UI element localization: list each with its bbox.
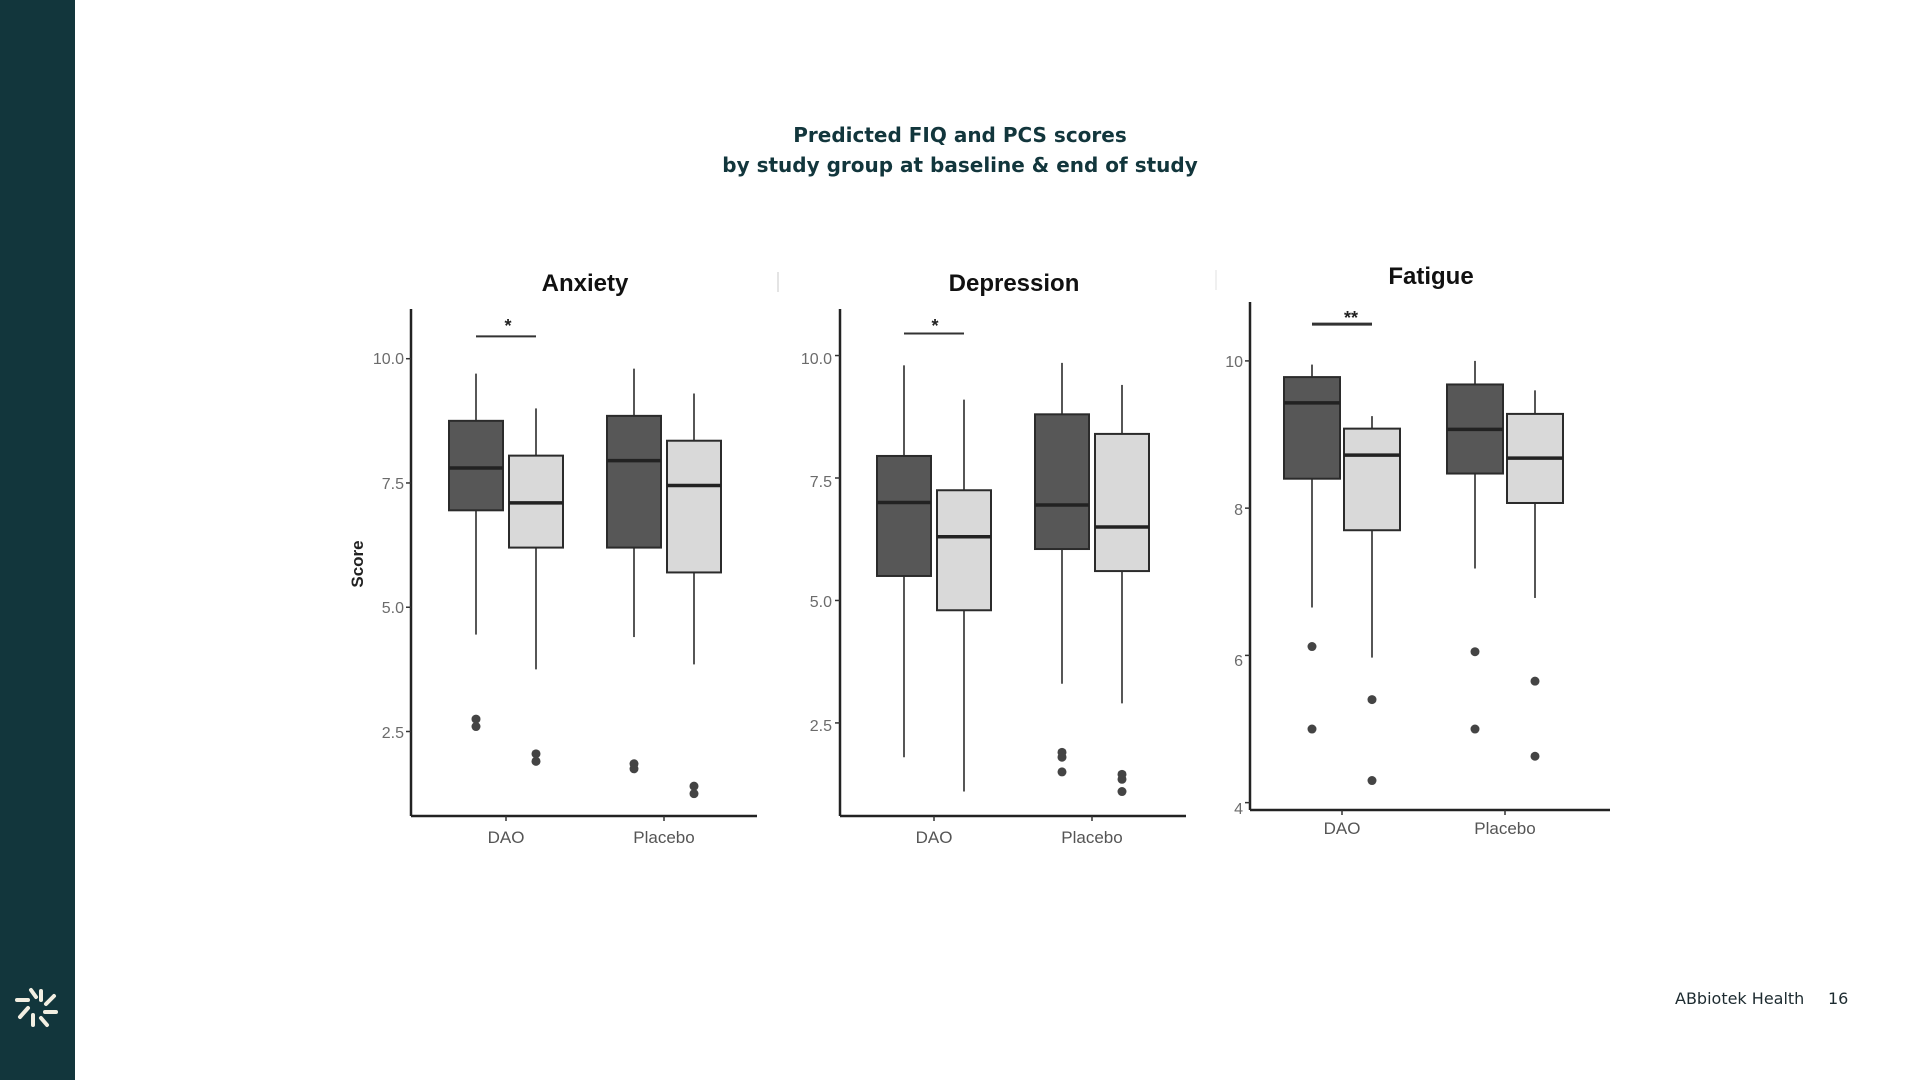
y-tick-label: 2.5 <box>382 725 404 742</box>
y-tick-label: 10.0 <box>373 351 404 368</box>
outlier-point <box>471 722 481 732</box>
depression-panel: Depression DAO Placebo 2.5 5.0 7.5 10.0 … <box>801 270 1186 847</box>
sidebar <box>0 0 75 1080</box>
slide-title-line2: by study group at baseline & end of stud… <box>722 153 1198 177</box>
outlier-point <box>1530 676 1540 686</box>
box-baseline <box>1283 376 1341 480</box>
y-tick-label: 5.0 <box>810 594 832 611</box>
outlier-point <box>629 764 639 774</box>
outlier-point <box>531 749 541 759</box>
y-tick-label: 8 <box>1234 502 1243 519</box>
slide-title: Predicted FIQ and PCS scores by study gr… <box>600 120 1320 180</box>
box-baseline <box>876 454 932 577</box>
outlier-point <box>1057 767 1067 777</box>
y-tick-label: 6 <box>1234 653 1243 670</box>
outlier-point <box>1367 776 1377 786</box>
outlier-point <box>1470 647 1480 657</box>
y-axis-label: Score <box>348 540 367 587</box>
x-tick-label: DAO <box>1324 819 1361 838</box>
outlier-point <box>689 781 699 791</box>
y-tick-label: 5.0 <box>382 600 404 617</box>
outlier-point <box>1117 774 1127 784</box>
y-tick-label: 10 <box>1225 354 1243 371</box>
y-tick-label: 4 <box>1234 801 1243 818</box>
box-end <box>1094 432 1150 573</box>
outlier-point <box>1367 695 1377 705</box>
page-number: 16 <box>1828 989 1849 1008</box>
x-tick-label: DAO <box>488 828 525 847</box>
y-tick-label: 7.5 <box>382 476 404 493</box>
box-end <box>936 489 992 612</box>
significance-marker: * <box>931 316 938 336</box>
box-end <box>1343 427 1401 532</box>
x-tick-label: DAO <box>916 828 953 847</box>
footer-brand: ABbiotek Health <box>1675 989 1805 1008</box>
box-end <box>666 439 722 574</box>
outlier-point <box>1530 751 1540 761</box>
y-tick-label: 10.0 <box>801 351 832 368</box>
panel-title: Anxiety <box>542 270 629 297</box>
y-tick-label: 2.5 <box>810 718 832 735</box>
x-tick-label: Placebo <box>1061 828 1122 847</box>
box-baseline <box>448 419 504 512</box>
outlier-point <box>1470 724 1480 734</box>
starburst-logo-icon <box>15 988 58 1027</box>
outlier-point <box>1057 752 1067 762</box>
outlier-point <box>471 714 481 724</box>
x-tick-label: Placebo <box>1474 819 1535 838</box>
x-tick-label: Placebo <box>633 828 694 847</box>
fatigue-panel: Fatigue DAO Placebo 4 6 8 10 ** <box>1225 263 1610 838</box>
outlier-point <box>531 756 541 766</box>
significance-marker: * <box>504 316 511 336</box>
significance-marker: ** <box>1344 308 1358 328</box>
outlier-point <box>1307 642 1317 652</box>
outlier-point <box>1307 724 1317 734</box>
outlier-point <box>1117 787 1127 797</box>
panel-title: Depression <box>949 270 1080 297</box>
box-baseline <box>606 414 662 549</box>
slide-title-line1: Predicted FIQ and PCS scores <box>793 123 1127 147</box>
y-tick-label: 7.5 <box>810 474 832 491</box>
outlier-point <box>689 789 699 799</box>
box-baseline <box>1034 413 1090 551</box>
anxiety-panel: Anxiety Score DAO Placebo 2.5 5.0 7.5 10… <box>348 270 757 847</box>
panel-title: Fatigue <box>1388 263 1473 290</box>
